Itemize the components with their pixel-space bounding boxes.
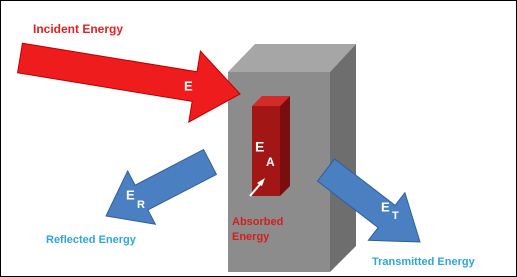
absorbed-label: Energy (232, 231, 270, 243)
reflected-symbol: E (126, 187, 135, 202)
block-side (330, 44, 356, 272)
reflected-subscript: R (137, 199, 145, 211)
absorbed-subscript: A (266, 155, 275, 169)
reflected-label: Reflected Energy (46, 234, 137, 246)
transmitted-symbol: E (381, 199, 390, 214)
transmitted-subscript: T (392, 210, 399, 222)
absorbed-symbol: E (255, 139, 264, 155)
incident-symbol: E (184, 78, 193, 93)
page: Incident Energy E E A Absorbed Energy E … (0, 0, 517, 277)
incident-label: Incident Energy (33, 22, 123, 36)
absorbed-label: Absorbed (232, 216, 283, 228)
diagram: Incident Energy E E A Absorbed Energy E … (0, 0, 517, 277)
transmitted-label: Transmitted Energy (372, 256, 476, 268)
bar-side (280, 96, 290, 196)
